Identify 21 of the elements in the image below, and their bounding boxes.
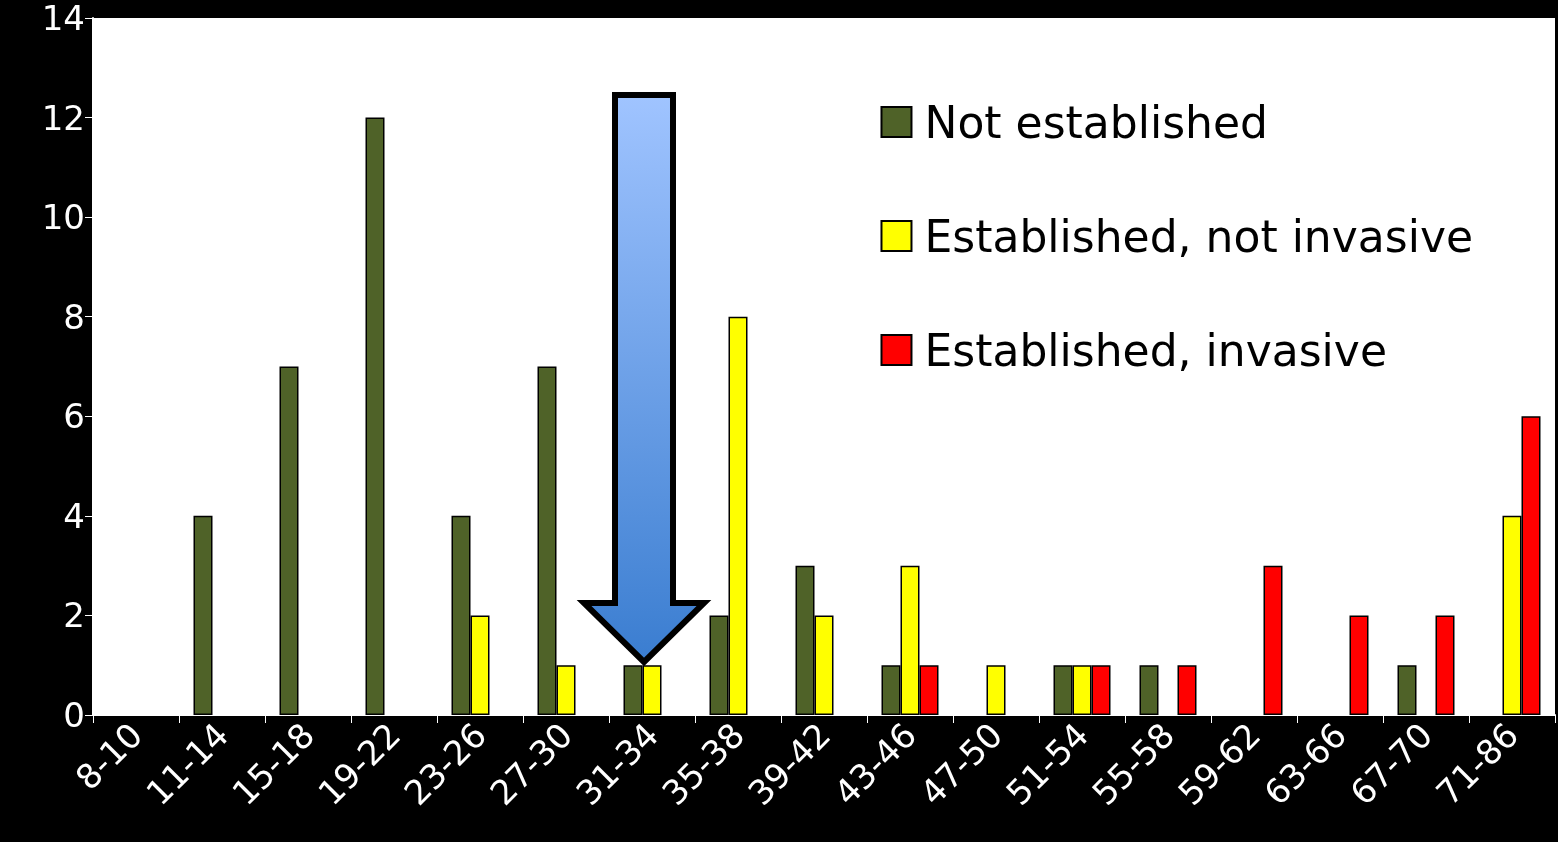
bar <box>1397 665 1417 715</box>
bar <box>1263 565 1283 715</box>
y-tick-label: 0 <box>63 695 85 735</box>
bar <box>279 366 299 715</box>
y-tick-label: 4 <box>63 495 85 536</box>
y-tick-label: 10 <box>41 197 85 238</box>
legend-label: Not established <box>924 96 1268 148</box>
bar <box>1177 665 1197 715</box>
bar <box>986 665 1006 715</box>
bar <box>1349 615 1369 715</box>
legend-label: Established, invasive <box>924 324 1387 376</box>
y-tick-label: 12 <box>41 97 85 138</box>
y-tick-label: 14 <box>41 0 85 38</box>
y-tick-label: 8 <box>63 296 85 337</box>
bar <box>1435 615 1455 715</box>
bar <box>1139 665 1159 715</box>
bar <box>365 117 385 715</box>
bar <box>193 515 213 715</box>
y-tick-label: 2 <box>63 595 85 636</box>
y-tick-label: 6 <box>63 396 85 437</box>
legend-label: Established, not invasive <box>924 210 1474 262</box>
